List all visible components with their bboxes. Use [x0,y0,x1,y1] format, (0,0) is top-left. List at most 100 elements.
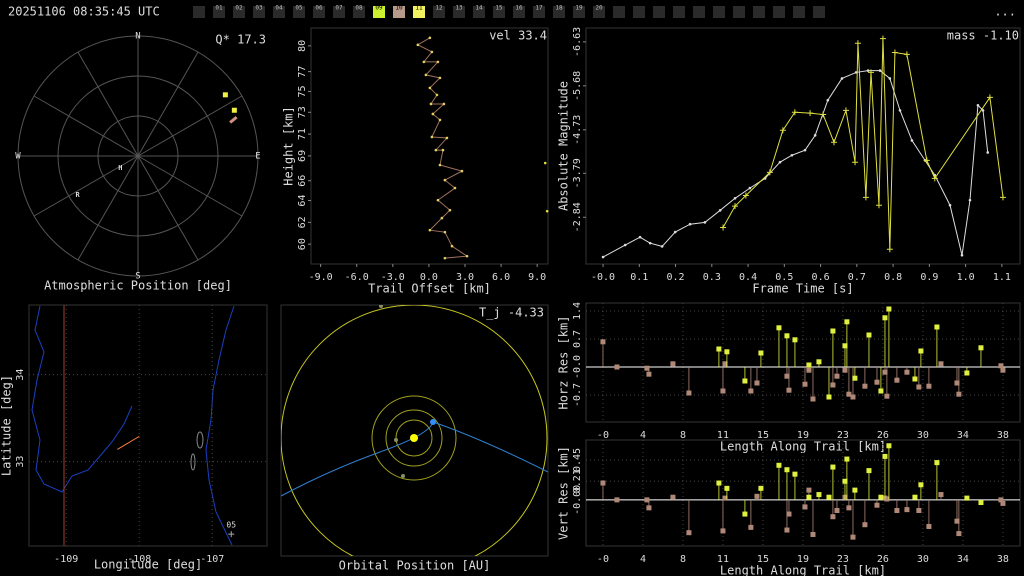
y-tick-label: 62 [297,216,308,228]
point [850,394,856,400]
y-tick-label: -6.63 [572,27,583,57]
frame-button[interactable] [473,6,485,18]
point [934,460,940,466]
x-tick-label: 0.1 [630,272,648,283]
station-marker: R [76,191,81,199]
point [228,531,235,538]
frame-button[interactable] [493,6,505,18]
point [614,497,620,503]
y-tick-label: -0.00 [572,485,583,515]
point [842,478,848,484]
point [722,495,728,501]
point [638,235,642,239]
series-line [722,38,1004,250]
frame-slot [633,6,645,18]
point [442,102,446,106]
frame-button[interactable] [573,6,585,18]
series-line [416,37,469,259]
x-axis-label: Longitude [deg] [94,558,202,572]
point [748,524,754,530]
timestamp: 20251106 08:35:45 UTC [8,5,160,19]
frame-button[interactable] [393,6,405,18]
x-tick-label: 0.8 [884,272,902,283]
annotation: mass -1.10 [947,29,1019,43]
point [443,178,447,182]
frame-button[interactable] [333,6,345,18]
direction-label: S [135,272,140,282]
frame-slot [813,6,825,18]
x-tick-label: 0.4 [739,272,757,283]
point [435,93,439,97]
frame-label: 08 [355,5,363,12]
point [931,175,938,182]
x-tick-label: 6.0 [492,272,510,283]
x-tick-label: 23 [837,430,849,441]
annotation: T_j -4.33 [479,306,544,320]
point [428,86,432,90]
frame-button[interactable] [553,6,565,18]
frame-button[interactable] [413,6,425,18]
point [776,462,782,468]
frame-slot [693,6,705,18]
frame-button[interactable] [373,6,385,18]
sun [410,434,418,442]
point [956,391,962,397]
y-tick-label: -5.68 [572,71,583,101]
frame-button[interactable] [593,6,605,18]
point [846,505,852,511]
point [231,107,237,113]
frame-button[interactable] [233,6,245,18]
frame-button[interactable] [253,6,265,18]
point [748,186,752,190]
point [434,148,438,152]
planet [379,305,383,308]
frame-button[interactable] [293,6,305,18]
point [644,365,650,371]
frame-button[interactable] [513,6,525,18]
frame-slot [713,6,725,18]
frame-button[interactable] [213,6,225,18]
frame-label: 02 [235,5,243,12]
point [852,159,859,166]
point [790,153,794,157]
point [438,118,442,122]
frame-slot [613,6,625,18]
point [703,221,707,224]
menu[interactable]: ... [994,5,1016,19]
point [601,255,605,259]
point [720,224,727,231]
point [964,495,970,501]
point [986,94,993,101]
point [742,511,748,517]
frame-button[interactable] [273,6,285,18]
point [852,487,858,493]
point [926,523,932,529]
orbit [281,305,548,556]
spoke [33,155,139,217]
y-axis-label: Absolute Magnitude [557,81,571,211]
frame-button[interactable] [353,6,365,18]
y-tick-label: 75 [297,85,308,97]
x-tick-label: 3.0 [456,272,474,283]
point [916,384,922,390]
frame-button[interactable] [533,6,545,18]
frame-button[interactable] [433,6,445,18]
y-tick-label: 66 [297,175,308,187]
x-tick-label: 34 [957,554,969,565]
point [886,306,892,312]
point [465,254,469,258]
planet [394,438,398,442]
point [912,376,918,382]
point [954,518,960,524]
x-tick-label: -108 [127,554,151,565]
y-tick-label: 69 [297,150,308,162]
frame-button[interactable] [313,6,325,18]
frame-button[interactable] [453,6,465,18]
point [778,160,782,164]
point [673,230,677,234]
frame-slot [653,6,665,18]
x-tick-label: 11 [717,554,729,565]
point [716,480,722,486]
point [802,381,808,387]
